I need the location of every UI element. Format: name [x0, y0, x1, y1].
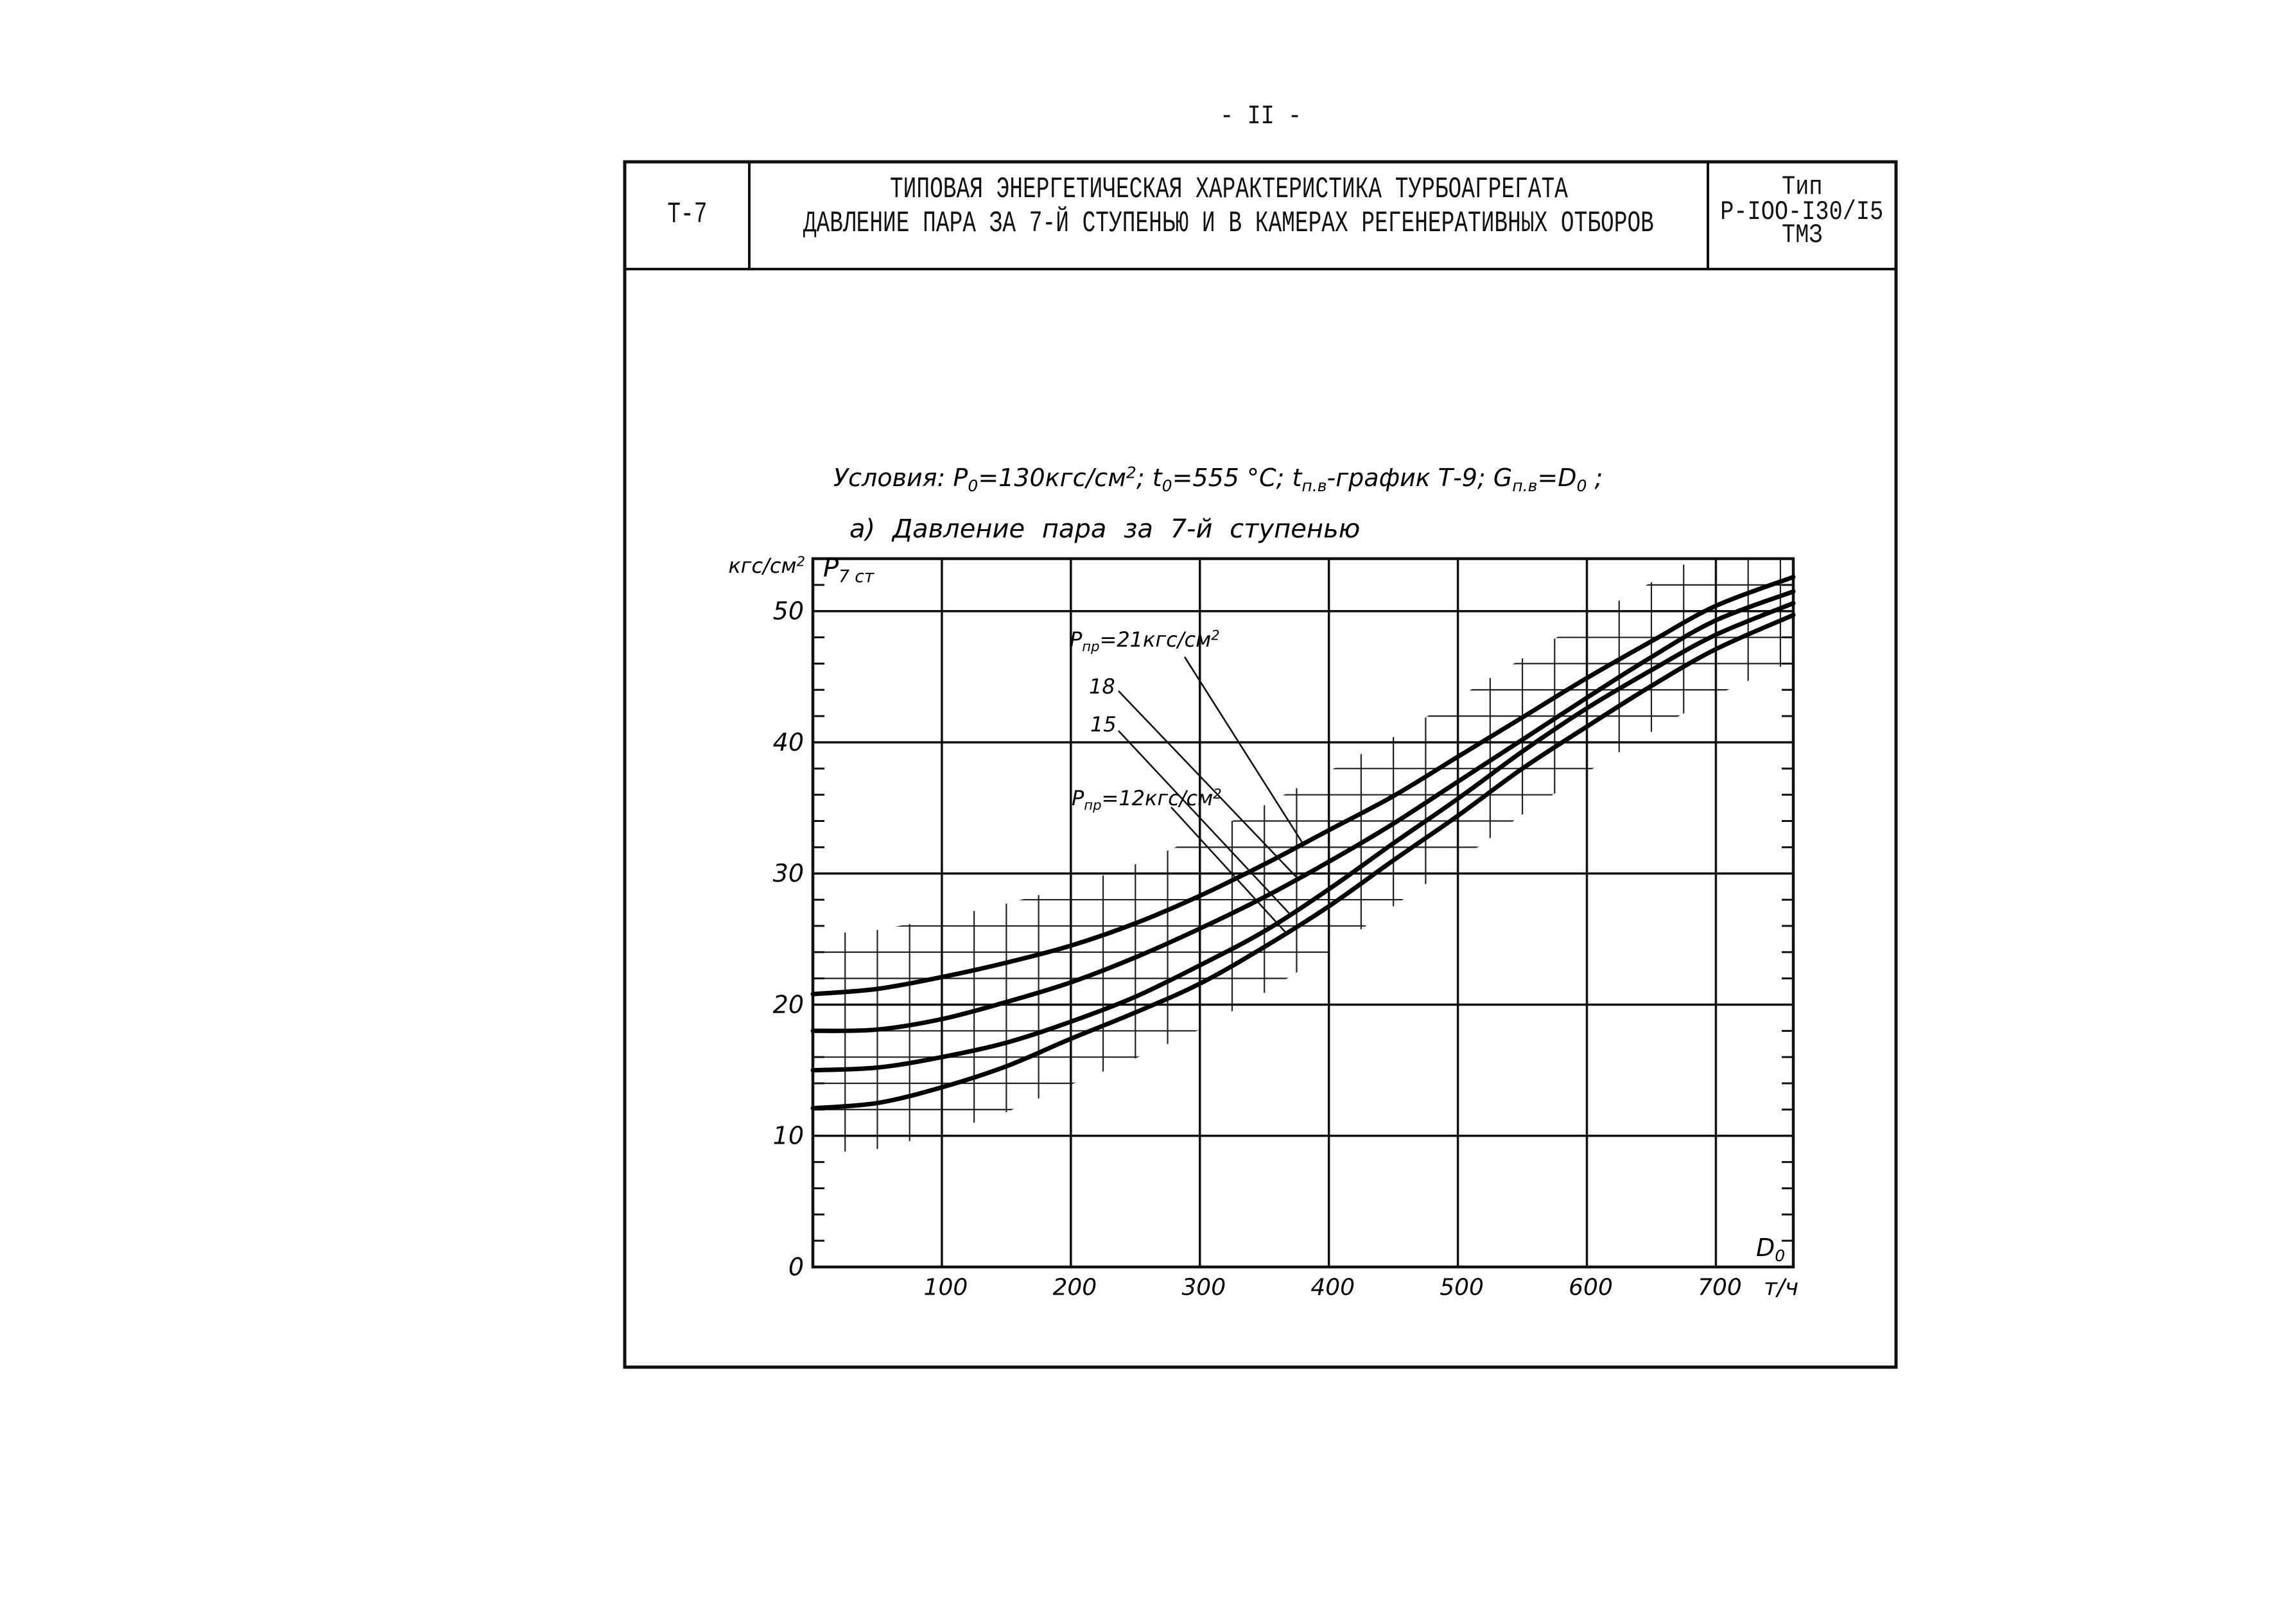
y-axis-symbol-subscript: 7 ст: [839, 566, 874, 587]
y-axis-unit: кгс/см2: [693, 550, 805, 581]
y-tick-label: 10: [773, 1122, 804, 1150]
turbine-model: Р-IOO-I30/I5: [1708, 196, 1896, 227]
curve-label-leader: [1118, 690, 1299, 880]
major-grid: [813, 559, 1793, 1267]
label-leaders: [1118, 656, 1304, 934]
conditions-superscript: 2: [1126, 463, 1136, 482]
y-axis-symbol: P7 ст: [823, 552, 874, 587]
curve-label-value: =21кгс/см: [1099, 627, 1212, 652]
y-axis-symbol-text: P: [823, 554, 839, 583]
curve-label-15: 15: [1090, 709, 1117, 740]
curve-label-21: Pпр=21кгс/см2: [1070, 624, 1220, 655]
conditions-line: Условия: P0=130кгс/см2; t0=555 °C; tп.в-…: [833, 461, 1603, 494]
conditions-text: -график Т-9; G: [1327, 464, 1513, 492]
curve-label-subscript: пр: [1084, 796, 1102, 813]
curve-p18: [810, 589, 1796, 1033]
header-title-line-1: ТИПОВАЯ ЭНЕРГЕТИЧЕСКАЯ ХАРАКТЕРИСТИКА ТУ…: [749, 173, 1708, 206]
page-frame: [623, 160, 1898, 1369]
y-axis-unit-superscript: 2: [796, 553, 805, 570]
conditions-text: ;: [1587, 464, 1603, 492]
x-tick-label: 700: [1698, 1275, 1742, 1301]
x-tick-label: 500: [1440, 1275, 1484, 1301]
conditions-subscript: п.в: [1512, 476, 1538, 496]
curve-p12: [810, 613, 1796, 1111]
conditions-subscript: 0: [1576, 476, 1587, 496]
sheet-code: Т-7: [625, 198, 749, 231]
turbine-type-label-text: Тип: [1781, 171, 1823, 202]
curve-label-superscript: 2: [1211, 627, 1220, 643]
curve-label-value: 15: [1090, 712, 1117, 737]
plot-frame: [811, 557, 1795, 1269]
y-tick-label: 40: [773, 728, 804, 756]
y-tick-label: 50: [773, 597, 804, 625]
turbine-type-label: Тип: [1708, 171, 1896, 202]
header-title-line-2: ДАВЛЕНИЕ ПАРА ЗА 7-Й СТУПЕНЬЮ И В КАМЕРА…: [749, 207, 1708, 240]
x-tick-label: 200: [1052, 1275, 1097, 1301]
conditions-subscript: 0: [1162, 476, 1172, 496]
x-tick-label: 100: [924, 1275, 968, 1301]
curve-label-leader: [1170, 807, 1287, 934]
sheet-code-text: Т-7: [666, 198, 708, 231]
x-tick-label: 300: [1181, 1275, 1226, 1301]
page-number-text: - II -: [1220, 101, 1302, 132]
x-axis-symbol-subscript: 0: [1775, 1246, 1786, 1266]
turbine-manufacturer: ТМЗ: [1708, 220, 1896, 250]
y-tick-label: 20: [773, 990, 804, 1018]
curve-label-subscript: пр: [1082, 638, 1100, 654]
minor-grid: [813, 559, 1793, 1155]
x-axis-symbol: D0: [1756, 1232, 1785, 1264]
curve-p21: [810, 575, 1796, 997]
conditions-text: =130кгс/см: [978, 464, 1126, 492]
x-axis-symbol-text: D: [1756, 1234, 1775, 1262]
conditions-subscript: 0: [968, 476, 979, 496]
x-tick-label: 400: [1310, 1275, 1355, 1301]
conditions-text: =555 °C; t: [1172, 464, 1302, 492]
turbine-model-text: Р-IOO-I30/I5: [1720, 196, 1884, 227]
y-tick-label: 30: [773, 859, 804, 887]
conditions-text: ; t: [1136, 464, 1162, 492]
header-frame: [623, 160, 1898, 1369]
conditions-text: Условия: P: [833, 464, 968, 492]
chart-title: а) Давление пара за 7-й ступенью: [849, 514, 1361, 544]
y-axis-unit-text: кгс/см: [728, 554, 797, 578]
curve-label-18: 18: [1089, 671, 1115, 702]
x-tick-label: 600: [1569, 1275, 1613, 1301]
curve-label-leader: [1183, 656, 1304, 844]
curve-p15: [810, 600, 1796, 1073]
curve-label-12: Pпр=12кгс/см2: [1072, 783, 1222, 814]
x-axis-unit: т/ч: [1764, 1275, 1798, 1301]
y-tick-label: 0: [788, 1253, 804, 1281]
curve-label-symbol: P: [1072, 786, 1084, 810]
curve-label-value: 18: [1089, 674, 1115, 699]
curve-label-superscript: 2: [1213, 785, 1222, 802]
curve-label-symbol: P: [1070, 627, 1083, 652]
axis-minor-ticks: [813, 584, 1793, 1242]
curve-label-value: =12кгс/см: [1101, 786, 1214, 810]
header-title-text: ТИПОВАЯ ЭНЕРГЕТИЧЕСКАЯ ХАРАКТЕРИСТИКА ТУ…: [889, 173, 1568, 206]
page-number: - II -: [1133, 101, 1389, 132]
conditions-text: =D: [1537, 464, 1577, 492]
turbine-manufacturer-text: ТМЗ: [1781, 220, 1823, 250]
conditions-subscript: п.в: [1301, 476, 1327, 496]
curve-label-leader: [1118, 730, 1291, 915]
header-subtitle-text: ДАВЛЕНИЕ ПАРА ЗА 7-Й СТУПЕНЬЮ И В КАМЕРА…: [803, 207, 1655, 240]
